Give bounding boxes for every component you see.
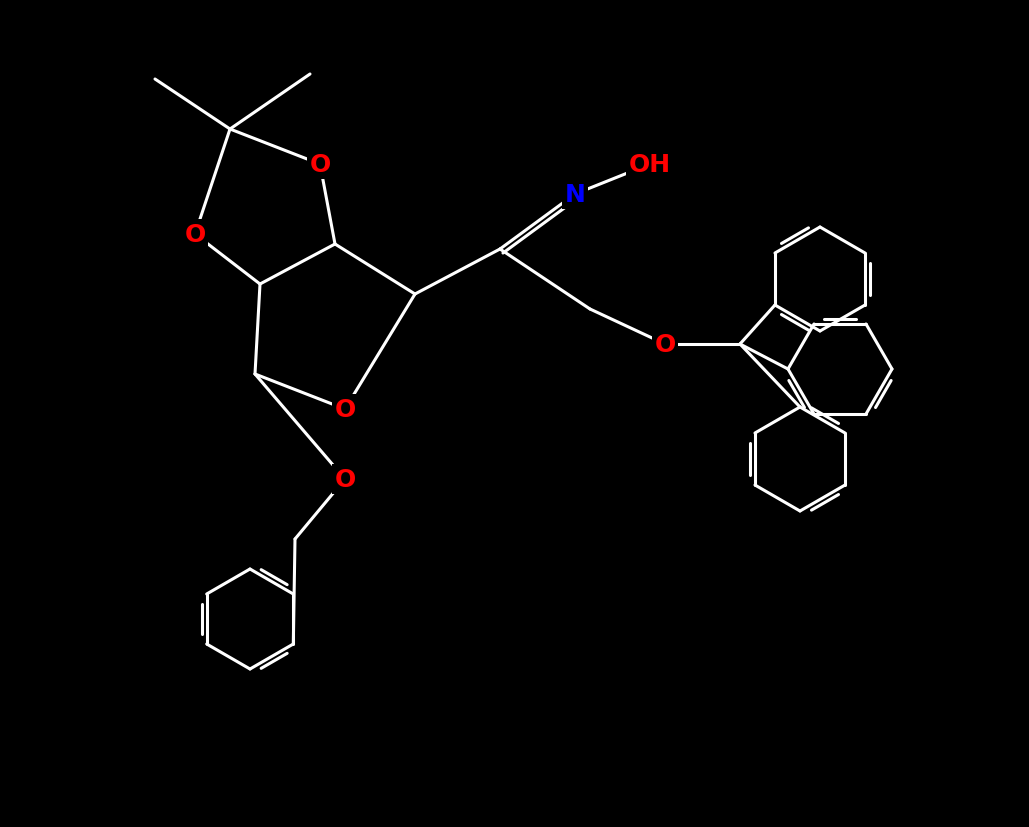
Text: N: N bbox=[565, 183, 586, 207]
Text: O: O bbox=[334, 398, 356, 422]
Text: O: O bbox=[310, 153, 330, 177]
Text: O: O bbox=[334, 467, 356, 491]
Text: O: O bbox=[184, 222, 206, 246]
Text: O: O bbox=[654, 332, 676, 356]
Text: OH: OH bbox=[629, 153, 671, 177]
